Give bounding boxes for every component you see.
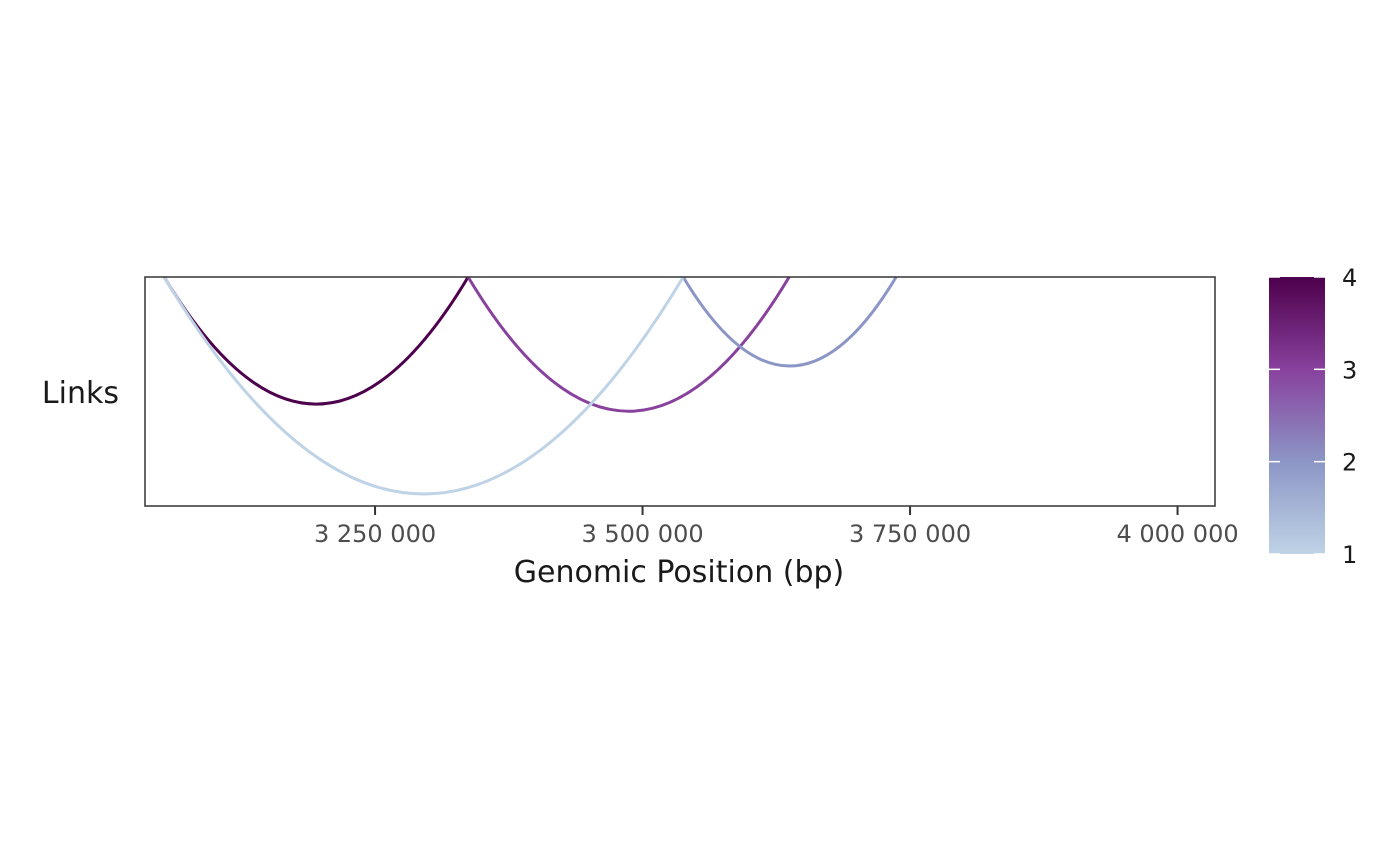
colorbar-legend: 1 2 3 4 bbox=[1269, 264, 1357, 569]
link-arc bbox=[466, 276, 791, 413]
colorbar-tick-label: 1 bbox=[1342, 541, 1357, 569]
x-axis: 3 250 000 3 500 000 3 750 000 4 000 000 bbox=[314, 506, 1239, 548]
plot-panel-border bbox=[144, 276, 1216, 507]
x-tick-label: 3 250 000 bbox=[314, 520, 436, 548]
colorbar bbox=[1269, 277, 1325, 554]
link-arc bbox=[681, 276, 898, 368]
x-axis-title: Genomic Position (bp) bbox=[514, 555, 845, 590]
x-tick-label: 3 750 000 bbox=[849, 520, 971, 548]
link-arc bbox=[162, 276, 470, 406]
colorbar-tick-label: 4 bbox=[1342, 264, 1357, 292]
link-arc bbox=[162, 276, 685, 496]
x-tick-label: 4 000 000 bbox=[1116, 520, 1238, 548]
track-label: Links bbox=[42, 376, 119, 411]
links-layer bbox=[162, 276, 898, 496]
colorbar-tick-label: 3 bbox=[1342, 356, 1357, 384]
colorbar-tick-label: 2 bbox=[1342, 449, 1357, 477]
x-tick-label: 3 500 000 bbox=[581, 520, 703, 548]
